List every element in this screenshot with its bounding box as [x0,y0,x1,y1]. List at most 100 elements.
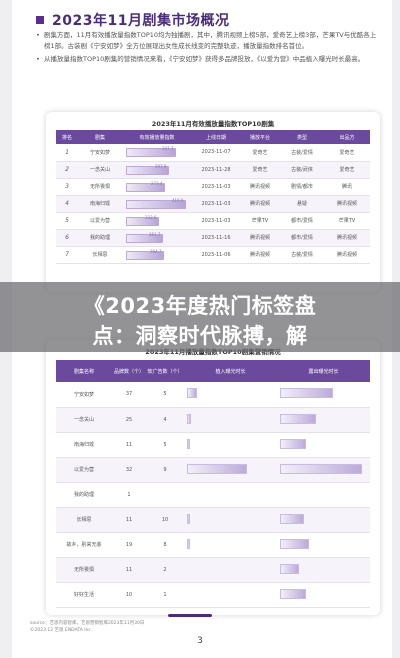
index-bar-label: 297.9 [155,163,167,169]
index-bar-label: 347.7 [162,146,174,151]
soft-ad-count-cell: 5 [146,432,184,458]
drama-name-cell: 以爱为营 [78,212,122,230]
marketing-table: 剧集名称 品牌数（个） 软广告数（个） 植入曝光时长 露出曝光时长 宁安如梦 37… [56,360,370,608]
drama-name-cell: 以爱为营 [56,457,112,483]
table-row: 长相思 11 10 [56,507,370,533]
genre-cell: 古装/武侠 [280,161,324,179]
soft-ad-count-cell: 2 [146,557,184,583]
table-header-row: 排名 剧集 有效播放量指数 上线日期 播放平台 类型 出品方 [56,130,370,144]
header-implant-time: 植入曝光时长 [184,360,277,382]
drama-name-cell: 一念关山 [56,407,112,433]
index-bar [126,233,163,243]
platform-cell: 芒果TV [240,212,280,230]
index-bar-cell: 273.4 [122,178,192,196]
index-bar-label: 264.7 [150,248,162,254]
header-drama-name: 剧集名称 [56,360,112,382]
index-bar [126,199,186,209]
banner-title-line-1[interactable]: 《2023年度热门标签盘 [83,294,317,318]
index-bar [126,165,169,175]
implant-bar [187,388,197,398]
source-note: source：艺恩内容智库，艺恩营销智库2023年11月30日 ©2023.12… [30,620,144,634]
brand-count-cell: 11 [112,432,146,458]
rank-cell: 5 [56,212,78,230]
rank-cell: 3 [56,178,78,196]
implant-bar [187,413,191,424]
drama-name-cell: 宁安如梦 [78,144,122,162]
soft-ad-count-cell: 10 [146,507,184,533]
implant-bar [187,513,190,524]
page-number: 3 [197,636,203,646]
genre-cell: 剧情/都市 [280,178,324,196]
index-bar-cell: 232.6 [122,212,192,230]
exposure-time-cell [277,382,370,408]
table-row: 无所畏惧 11 2 [56,557,370,583]
drama-name-cell: 无所畏惧 [56,557,112,583]
producer-cell: 腾讯视频 [324,229,370,247]
drama-name-cell: 好好生活 [56,582,112,608]
top10-index-table: 排名 剧集 有效播放量指数 上线日期 播放平台 类型 出品方 1 宁安如梦 347.… [56,130,370,264]
platform-cell: 爱奇艺 [240,161,280,179]
drama-name-cell: 故乡，别来无恙 [56,532,112,558]
exposure-bar [280,513,304,524]
header-date: 上线日期 [192,130,240,144]
title-marker [36,16,44,24]
article-title-banner[interactable] [0,282,400,352]
bullet-text: 剧集方面，11月有效播放量指数TOP10均为独播剧，其中，腾讯视频上榜5部，爱奇… [44,31,377,50]
genre-cell: 古装/爱情 [280,246,324,264]
soft-ad-count-cell: 5 [146,382,184,408]
drama-name-cell: 宁安如梦 [56,382,112,408]
table-row: 6 我的助理 261.7 2023-11-16 腾讯视频 都市/爱情 腾讯视频 [56,229,370,247]
table-row: 故乡，别来无恙 19 8 [56,532,370,558]
index-bar-cell: 261.7 [122,229,192,247]
rank-cell: 1 [56,144,78,162]
date-cell: 2023-11-07 [192,144,240,162]
table-row: 南海归墟 11 5 [56,432,370,458]
exposure-time-cell [277,407,370,433]
implant-bar [187,538,190,549]
table-row: 1 宁安如梦 347.7 2023-11-07 爱奇艺 古装/爱情 爱奇艺 [56,144,370,162]
drama-name-cell: 长相思 [78,246,122,264]
exposure-bar [280,413,316,424]
brand-count-cell: 19 [112,532,146,558]
genre-cell: 都市/爱情 [280,212,324,230]
index-bar [126,148,176,157]
platform-cell: 爱奇艺 [240,144,280,162]
date-cell: 2023-11-06 [192,246,240,264]
exposure-bar [280,438,306,449]
table-row: 一念关山 25 4 [56,407,370,433]
producer-cell: 爱奇艺 [324,144,370,162]
index-bar-label: 273.4 [151,180,163,186]
index-bar-label: 232.6 [145,214,157,220]
exposure-time-cell [277,507,370,533]
banner-title-line-2[interactable]: 点：洞察时代脉搏，解 [92,324,308,348]
exposure-bar [280,463,362,474]
exposure-time-cell [277,482,370,508]
source-line-1: source：艺恩内容智库，艺恩营销智库2023年11月30日 [30,621,145,626]
implant-time-cell [184,457,277,483]
index-bar [126,216,159,226]
top10-index-card: 2023年11月有效播放量指数TOP10剧集 排名 剧集 有效播放量指数 上线日… [46,112,380,292]
section-header: 2023年11月剧集市场概况 [36,10,229,30]
brand-count-cell: 25 [112,407,146,433]
date-cell: 2023-11-28 [192,161,240,179]
marketing-card: 2023年11月播放量指数TOP10剧集营销情况 剧集名称 品牌数（个） 软广告… [46,340,380,615]
exposure-time-cell [277,532,370,558]
table-row: 我的助理 1 [56,482,370,508]
index-bar [126,250,164,260]
implant-time-cell [184,382,277,408]
genre-cell: 古装/爱情 [280,144,324,162]
soft-ad-count-cell [146,482,184,508]
bullet-text: 从播放量指数TOP10剧集的营销情况来看，《宁安如梦》获得多品牌投放，《以爱为营… [44,55,365,63]
genre-cell: 都市/爱情 [280,229,324,247]
table-row: 以爱为营 32 9 [56,457,370,483]
implant-bar [187,438,190,449]
page-title: 2023年11月剧集市场概况 [52,13,230,29]
table1-title: 2023年11月有效播放量指数TOP10剧集 [151,120,275,128]
table-row: 好好生活 10 1 [56,582,370,608]
header-exposure-time: 露出曝光时长 [277,360,370,382]
table2-title: 2023年11月播放量指数TOP10剧集营销情况 [145,348,281,356]
brand-count-cell: 10 [112,582,146,608]
drama-name-cell: 长相思 [56,507,112,533]
header-platform: 播放平台 [240,130,280,144]
soft-ad-count-cell: 1 [146,582,184,608]
